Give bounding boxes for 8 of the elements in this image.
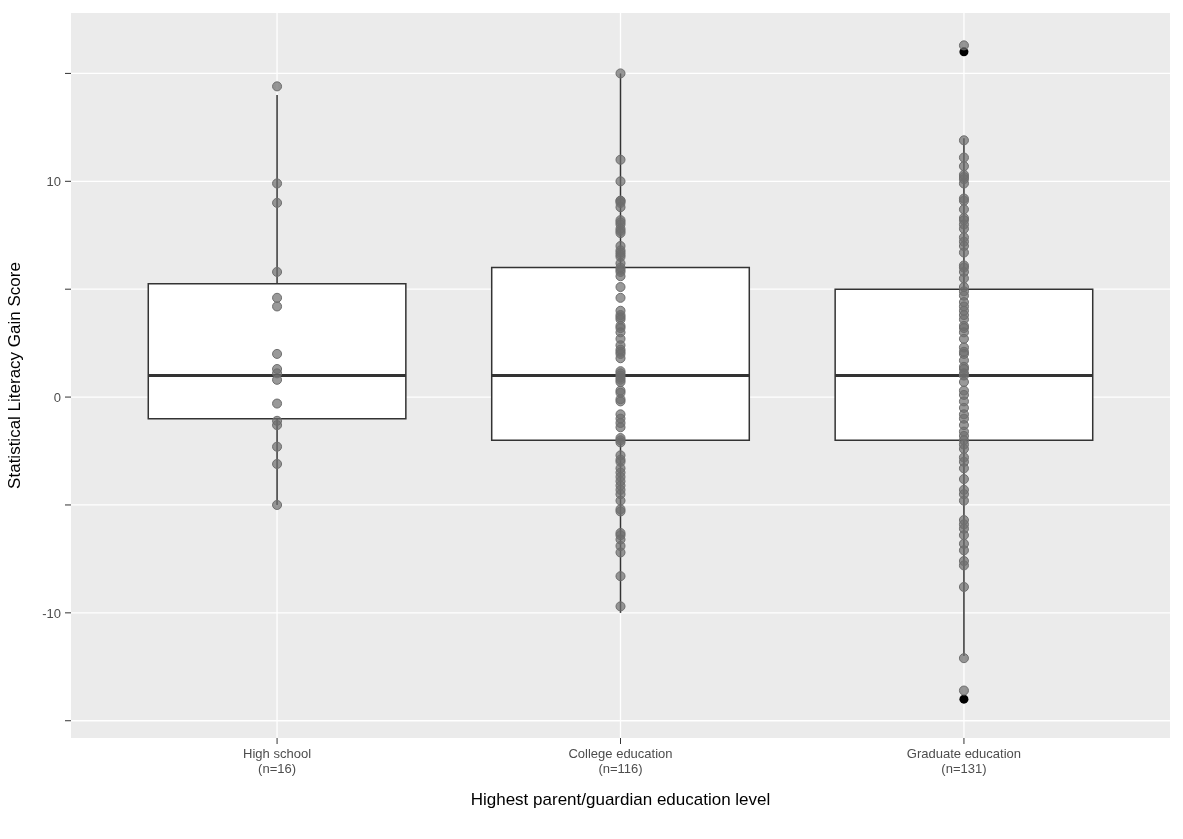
x-axis-title: Highest parent/guardian education level bbox=[470, 790, 771, 809]
x-tick-label: Graduate education (n=131) bbox=[906, 746, 1022, 776]
y-tick-label: 0 bbox=[53, 390, 61, 406]
y-tick-label: 10 bbox=[46, 174, 61, 190]
y-axis-title: Statistical Literacy Gain Score bbox=[5, 262, 25, 489]
x-tick-label: High school (n=16) bbox=[243, 746, 312, 776]
x-tick-label: College education (n=116) bbox=[568, 746, 673, 776]
y-tick-label: -10 bbox=[42, 605, 61, 621]
